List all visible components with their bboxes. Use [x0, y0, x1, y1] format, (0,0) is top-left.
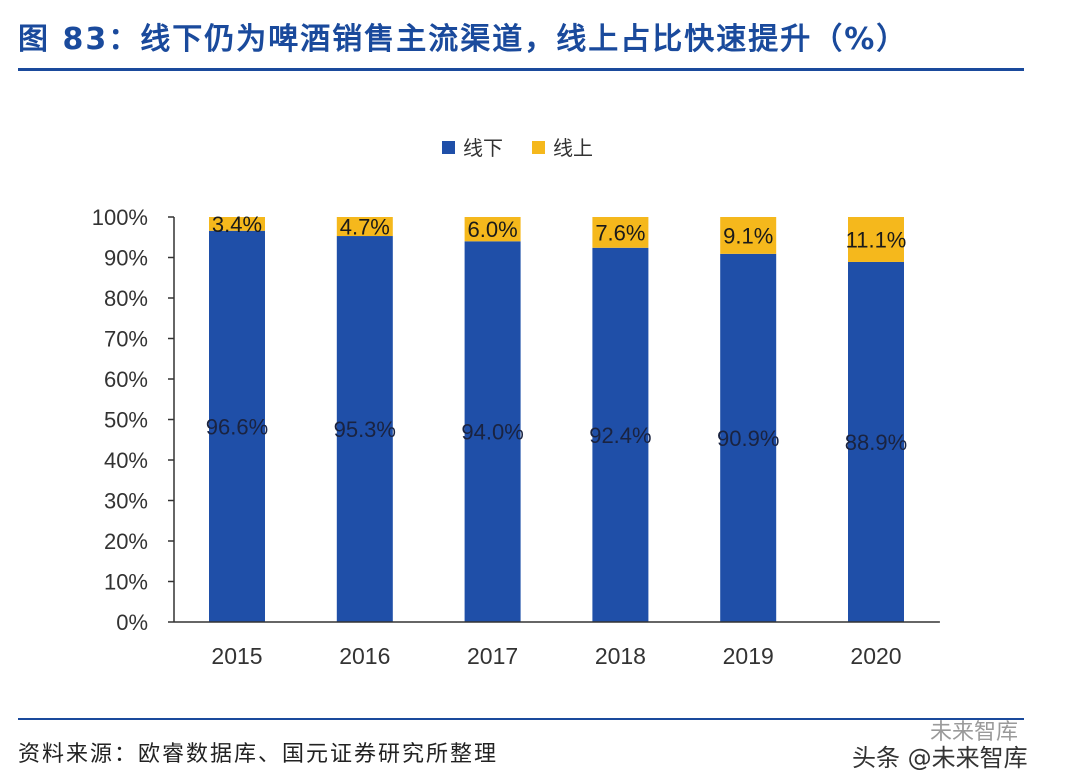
y-tick-label: 60%	[104, 367, 148, 392]
source-note: 资料来源：欧睿数据库、国元证券研究所整理	[18, 742, 499, 767]
bar-online	[848, 217, 904, 262]
y-tick-label: 70%	[104, 327, 148, 352]
bar-offline	[720, 253, 777, 623]
y-tick-label: 90%	[104, 246, 148, 271]
data-label-online: 3.4%	[212, 212, 262, 237]
legend-swatch	[532, 141, 545, 154]
y-tick-label: 20%	[104, 529, 148, 554]
x-tick-label: 2018	[595, 643, 646, 669]
data-label-online: 4.7%	[340, 215, 390, 240]
y-tick-label: 0%	[116, 610, 148, 635]
bar-online	[720, 217, 777, 254]
legend-swatch	[442, 141, 455, 154]
bar-offline	[209, 230, 265, 622]
bar-offline	[464, 241, 521, 623]
y-tick-label: 30%	[104, 489, 148, 514]
x-tick-label: 2020	[850, 643, 901, 669]
bar-offline	[336, 236, 393, 622]
y-tick-label: 100%	[92, 205, 148, 230]
x-tick-label: 2017	[467, 643, 518, 669]
watermark: 头条 @未来智库	[852, 744, 1028, 772]
y-tick-label: 50%	[104, 408, 148, 433]
watermark-faint: 未来智库	[930, 720, 1019, 745]
figure-title: 图 83：线下仍为啤酒销售主流渠道，线上占比快速提升（%）	[18, 22, 909, 57]
bar-online	[464, 217, 521, 242]
bar-online	[592, 217, 649, 248]
y-tick-label: 80%	[104, 286, 148, 311]
bar-offline	[592, 247, 649, 622]
y-axis: 0% 10% 20% 30% 40% 50% 60% 70% 80% 90% 100%	[92, 205, 175, 635]
bar-online	[336, 217, 393, 237]
data-label-offline: 90.9%	[717, 426, 779, 451]
data-label-online: 9.1%	[723, 223, 773, 248]
data-label-offline: 92.4%	[589, 423, 651, 448]
x-tick-label: 2016	[339, 643, 390, 669]
data-label-online: 6.0%	[468, 217, 518, 242]
y-tick-label: 10%	[104, 570, 148, 595]
bar-series: 96.6% 3.4% 95.3% 4.7% 94.0% 6.0% 92.4% 7.6% 90.9…	[206, 212, 907, 623]
x-tick-label: 2015	[211, 643, 262, 669]
x-axis: 2015 2016 2017 2018 2019 2020	[174, 621, 940, 669]
bar-online	[209, 217, 265, 231]
title-divider	[18, 68, 1024, 71]
data-label-offline: 94.0%	[461, 420, 523, 445]
bar-offline	[848, 261, 904, 622]
x-tick-label: 2019	[723, 643, 774, 669]
chart-legend: 线下 线上	[442, 137, 593, 160]
data-label-offline: 88.9%	[845, 430, 907, 455]
data-label-offline: 95.3%	[334, 417, 396, 442]
source-divider	[18, 718, 1024, 720]
data-label-online: 7.6%	[595, 220, 645, 245]
legend-label: 线上	[553, 137, 593, 160]
data-label-offline: 96.6%	[206, 414, 268, 439]
legend-label: 线下	[463, 137, 503, 160]
y-tick-label: 40%	[104, 448, 148, 473]
data-label-online: 11.1%	[846, 227, 907, 252]
